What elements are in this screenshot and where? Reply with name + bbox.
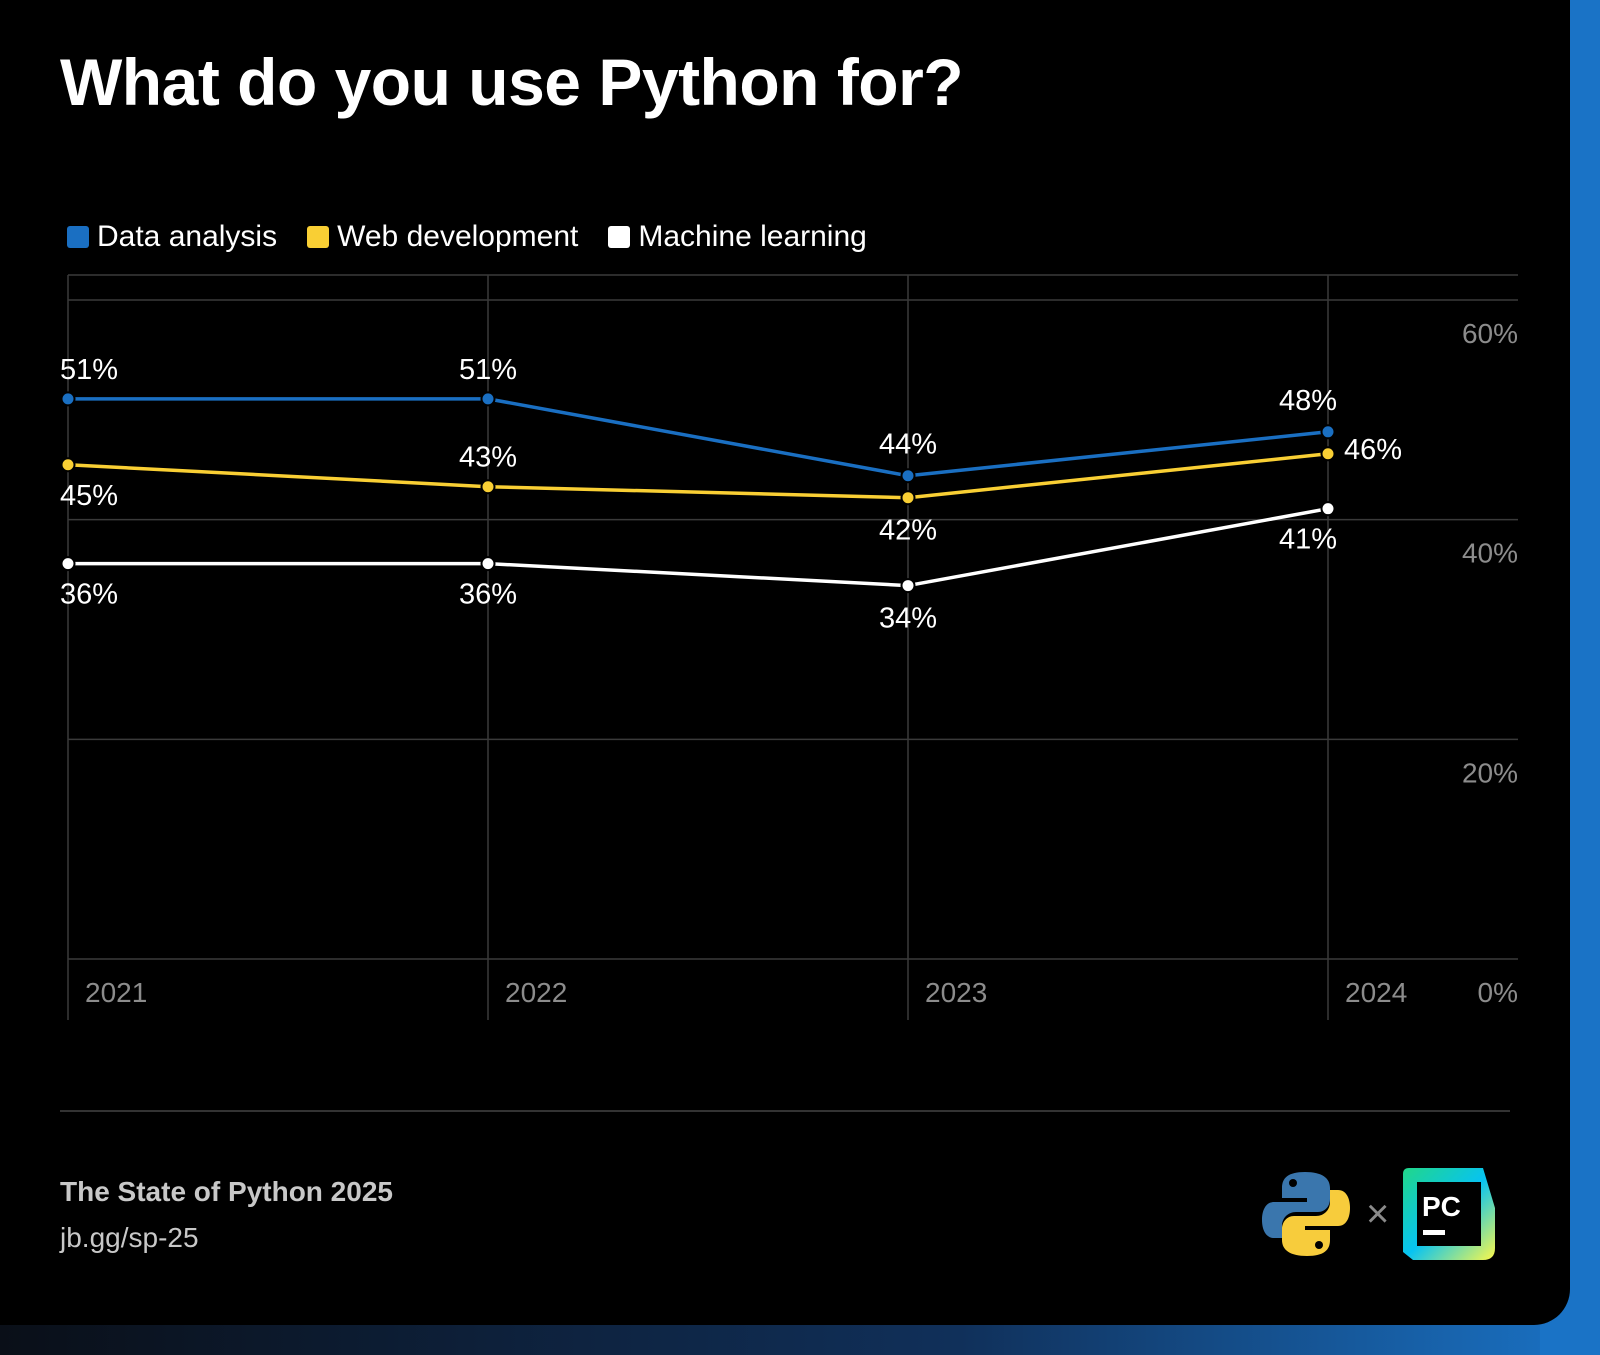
x-tick-label: 2023 <box>925 977 987 1008</box>
series-line-web-development <box>67 452 1329 500</box>
data-point <box>1320 424 1336 440</box>
footer-divider <box>60 1110 1510 1112</box>
series-line-machine-learning <box>68 506 1329 588</box>
pycharm-logo-icon: PC <box>1403 1168 1496 1260</box>
series-line-data-analysis <box>68 397 1329 478</box>
data-label: 45% <box>60 480 118 512</box>
data-point <box>480 556 496 572</box>
legend-swatch-machine-learning <box>608 226 631 248</box>
data-label: 36% <box>60 579 118 611</box>
legend-label-machine-learning: Machine learning <box>638 220 867 253</box>
data-point <box>900 578 916 594</box>
data-point <box>60 391 76 407</box>
chart-title: What do you use Python for? <box>60 45 964 119</box>
x-tick-label: 2024 <box>1345 977 1407 1008</box>
legend-item-web-development: Web development <box>307 220 578 254</box>
y-tick-label: 20% <box>1462 757 1518 788</box>
footer-survey-title: The State of Python 2025 <box>60 1176 393 1207</box>
times-separator-icon: × <box>1366 1192 1390 1236</box>
data-point <box>60 556 76 572</box>
data-label: 51% <box>60 354 118 386</box>
chart-card: What do you use Python for? Data analysi… <box>0 0 1570 1325</box>
x-tick-label: 2021 <box>85 977 147 1008</box>
y-tick-label: 60% <box>1462 318 1518 349</box>
data-label: 36% <box>459 579 517 611</box>
footer-url: jb.gg/sp-25 <box>60 1222 199 1253</box>
legend-label-data-analysis: Data analysis <box>97 220 278 253</box>
pycharm-logo-text: PC <box>1422 1191 1461 1222</box>
y-tick-label: 0% <box>1478 977 1518 1008</box>
legend-item-data-analysis: Data analysis <box>67 220 277 254</box>
data-point <box>480 391 496 407</box>
data-point <box>1320 501 1336 517</box>
legend-label-web-development: Web development <box>337 220 579 253</box>
data-point <box>480 479 496 495</box>
data-label: 43% <box>459 442 517 474</box>
chart-legend: Data analysis Web development Machine le… <box>67 220 867 254</box>
python-logo-icon <box>1262 1172 1350 1256</box>
data-label: 48% <box>1279 385 1337 417</box>
y-tick-label: 40% <box>1462 538 1518 569</box>
legend-swatch-data-analysis <box>67 226 89 248</box>
data-label: 46% <box>1344 434 1402 466</box>
data-label: 42% <box>879 515 937 547</box>
x-tick-label: 2022 <box>505 977 567 1008</box>
data-point <box>1320 446 1336 462</box>
brand-logos: × PC <box>1260 1168 1496 1260</box>
legend-item-machine-learning: Machine learning <box>608 220 867 254</box>
data-label: 41% <box>1279 524 1337 556</box>
data-label: 34% <box>879 603 937 635</box>
data-point <box>900 468 916 484</box>
data-label: 51% <box>459 354 517 386</box>
data-label: 44% <box>879 429 937 461</box>
data-point <box>900 490 916 506</box>
legend-swatch-web-development <box>307 226 330 248</box>
data-point <box>60 457 76 473</box>
